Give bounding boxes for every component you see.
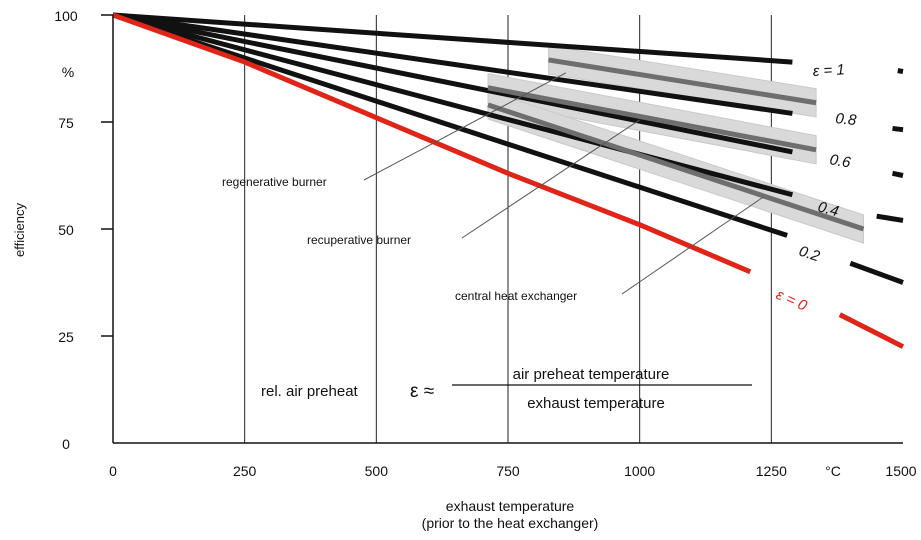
x-tick-label-500: 500 <box>365 463 389 479</box>
curve-extension-4 <box>849 260 904 285</box>
curve-extension-2 <box>891 170 904 178</box>
curve-extension-5 <box>838 312 905 349</box>
formula-prefix: rel. air preheat <box>261 383 359 400</box>
curve-label-eps-0: ε = 0 <box>773 286 810 315</box>
formula: rel. air preheat ε ≈ air preheat tempera… <box>261 366 752 412</box>
x-unit-label: °C <box>825 463 841 479</box>
x-axis-label: exhaust temperature <box>446 498 575 514</box>
curve-label-0-4: 0.4 <box>816 198 841 220</box>
y-axis-label: efficiency <box>12 203 27 257</box>
x-tick-label-250: 250 <box>233 463 257 479</box>
curve-label-0-6: 0.6 <box>828 151 852 171</box>
annotation-central-heat-exchanger: central heat exchanger <box>455 289 577 303</box>
x-tick-label-0: 0 <box>109 463 117 479</box>
curve-label-0-2: 0.2 <box>797 243 823 266</box>
y-unit-label: % <box>62 64 74 80</box>
band-line-0 <box>548 57 817 106</box>
y-tick-label-25: 25 <box>58 329 74 345</box>
x-tick-label-1500: 1500 <box>885 463 916 479</box>
curve-4 <box>112 12 788 238</box>
y-tick-label-100: 100 <box>54 8 78 24</box>
band-line-2 <box>487 102 865 232</box>
curve-3 <box>112 12 794 198</box>
formula-symbol: ε ≈ <box>410 381 434 402</box>
curve-2 <box>112 12 793 155</box>
formula-numerator: air preheat temperature <box>513 366 670 383</box>
band-line-1 <box>487 85 817 153</box>
leader-line-1 <box>461 119 640 239</box>
y-tick-label-50: 50 <box>58 222 74 238</box>
x-tick-label-750: 750 <box>496 463 520 479</box>
curve-0 <box>112 12 793 65</box>
curve-extension-0 <box>897 68 904 74</box>
y-tick-label-75: 75 <box>58 115 74 131</box>
curve-5 <box>112 12 752 275</box>
curve-extension-1 <box>892 125 904 133</box>
curve-label-0-8: 0.8 <box>835 110 858 129</box>
efficiency-curves <box>112 12 905 349</box>
curve-1 <box>112 12 793 116</box>
annotation-leaders <box>363 72 764 295</box>
y-tick-label-0: 0 <box>62 436 70 452</box>
curve-extension-3 <box>876 213 904 223</box>
x-tick-label-1250: 1250 <box>756 463 787 479</box>
leader-line-0 <box>363 72 567 181</box>
x-tick-label-1000: 1000 <box>624 463 655 479</box>
annotation-regenerative-burner: regenerative burner <box>222 175 327 189</box>
formula-denominator: exhaust temperature <box>527 395 665 412</box>
curve-label-eps-1: ε = 1 <box>812 61 845 80</box>
leader-line-2 <box>621 196 764 295</box>
annotation-recuperative-burner: recuperative burner <box>307 233 411 247</box>
x-axis-sublabel: (prior to the heat exchanger) <box>422 515 599 531</box>
